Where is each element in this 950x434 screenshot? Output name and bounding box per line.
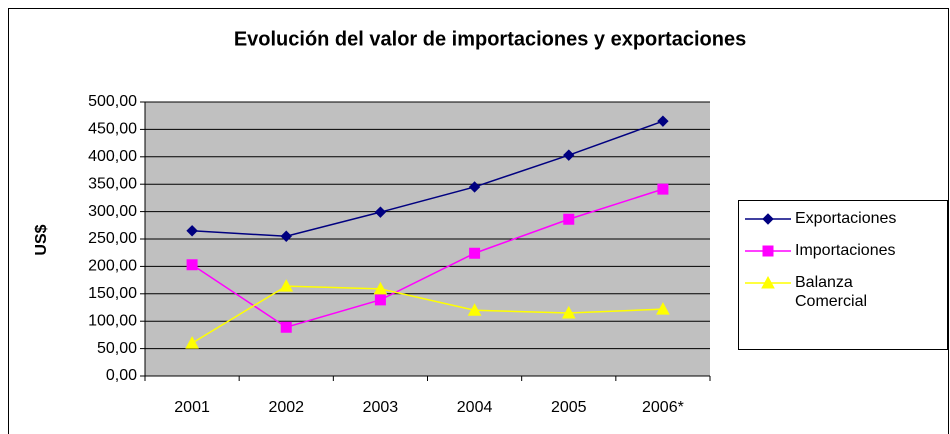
legend-label: Balanza Comercial [795,274,868,310]
legend-item: Exportaciones [739,209,947,229]
marker [186,225,198,237]
legend: Exportaciones Importaciones Balanza Comerc… [738,200,948,350]
y-tick-label: 200,00 [88,258,137,275]
marker [657,183,669,195]
marker [762,213,774,225]
y-tick-label: 50,00 [97,340,137,357]
marker [656,302,670,315]
legend-label: Importaciones [795,242,896,259]
marker [468,181,481,193]
y-tick-label: 500,00 [88,93,137,110]
y-tick-label: 400,00 [88,148,137,165]
marker [373,281,388,295]
marker [467,303,482,316]
marker [185,336,199,349]
legend-label: Exportaciones [795,210,897,227]
legend-swatch [745,245,791,257]
series-line [191,188,664,329]
marker [186,259,198,271]
x-tick-label: 2002 [268,399,304,416]
marker [280,230,292,242]
chart-title: Evolución del valor de importaciones y e… [234,28,746,50]
y-axis-label: US$ [33,224,50,255]
marker [280,321,292,333]
y-tick-label: 100,00 [88,312,137,329]
marker [657,115,669,127]
marker [469,247,481,259]
marker [563,149,575,161]
legend-swatch [745,213,791,225]
series-line [192,120,664,238]
y-tick-label: 0,00 [106,367,137,384]
x-tick-label: 2003 [363,399,399,416]
marker [563,213,575,225]
legend-swatch [745,275,791,289]
x-tick-label: 2001 [174,399,210,416]
marker [279,279,294,292]
legend-item: Importaciones [739,241,947,261]
y-tick-label: 350,00 [88,175,137,192]
series-line [191,285,663,344]
marker [561,305,576,319]
marker [762,245,774,257]
marker [761,275,775,289]
x-tick-label: 2005 [551,399,587,416]
x-tick-label: 2004 [457,399,493,416]
y-tick-label: 300,00 [88,203,137,220]
legend-item: Balanza Comercial [739,273,947,311]
y-tick-label: 150,00 [88,285,137,302]
y-tick-label: 450,00 [88,121,137,138]
marker [374,206,387,218]
marker [374,294,386,306]
x-tick-label: 2006* [642,399,684,416]
y-tick-label: 250,00 [88,230,137,247]
